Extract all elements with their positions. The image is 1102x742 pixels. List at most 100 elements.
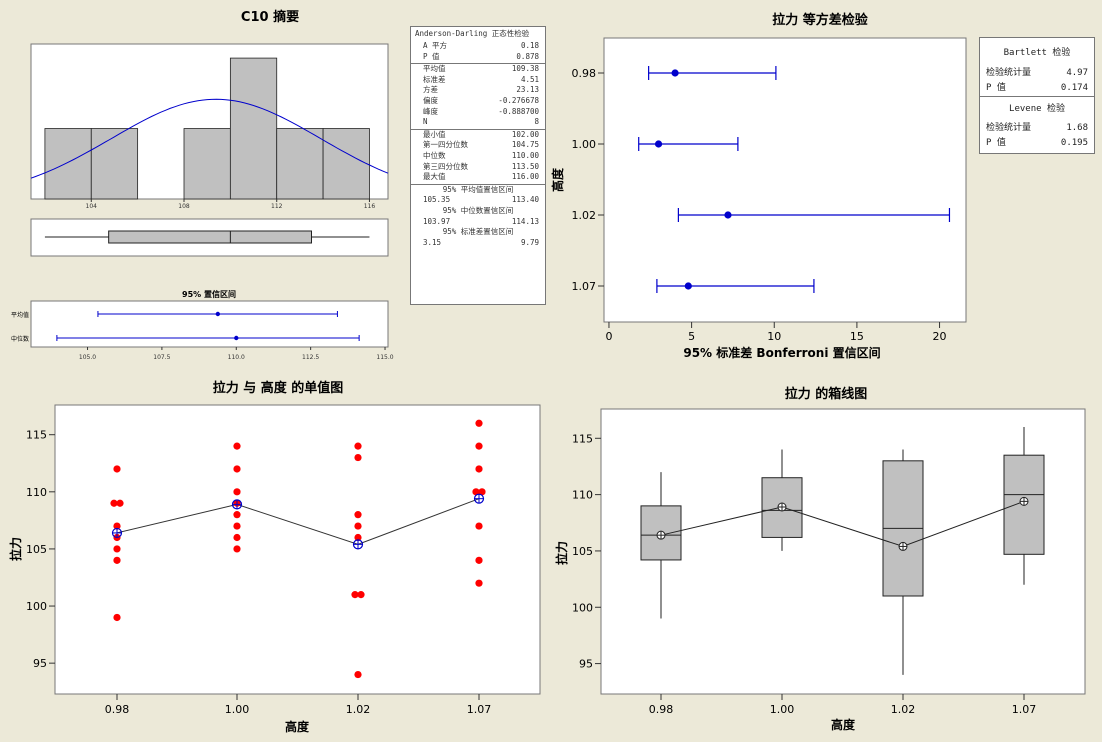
- row-label: 第一四分位数: [423, 140, 468, 150]
- row-value: 116.00: [511, 172, 539, 182]
- row-label: 标准差: [423, 74, 446, 84]
- ci-high: 113.40: [511, 195, 539, 205]
- histogram-bar: [183, 128, 231, 200]
- sd-point: [671, 69, 679, 77]
- ivp-ylabel: 拉力: [8, 537, 23, 561]
- quantile-row: 第三四分位数 113.50: [411, 162, 545, 173]
- sd-ytick-label: 1.00: [572, 138, 597, 151]
- row-value: 0.174: [1060, 83, 1088, 93]
- row-value: -0.888700: [498, 106, 539, 116]
- ci-high: 114.13: [511, 216, 539, 226]
- quantile-row: 第一四分位数 104.75: [411, 140, 545, 151]
- box-xlabel: 高度: [831, 717, 856, 732]
- histogram-tick-label: 108: [178, 203, 190, 210]
- ivp-data-point: [354, 442, 362, 450]
- sd-ytick-label: 1.02: [572, 209, 597, 222]
- row-label: P 值: [423, 51, 440, 61]
- row-value: 4.51: [520, 74, 539, 84]
- ivp-data-point: [351, 591, 359, 599]
- row-value: 102.00: [511, 129, 539, 139]
- sd-intervals: 0.98 1.00 1.02 1.07 0 5 10 15 20: [572, 66, 951, 343]
- box-xtick-label: 0.98: [649, 703, 674, 716]
- box-ytick-label: 110: [572, 489, 593, 502]
- bartlett-title: Bartlett 检验: [1003, 48, 1071, 58]
- ci-center-point: [234, 335, 239, 341]
- ci-high: 9.79: [520, 237, 539, 247]
- sd-ylabel: 高度: [550, 167, 565, 192]
- ivp-data-point: [354, 533, 362, 542]
- sd-xtick-label: 0: [605, 330, 612, 343]
- row-label: 检验统计量: [986, 68, 1032, 78]
- row-value: 4.97: [1066, 68, 1088, 78]
- ivp-ytick-label: 100: [26, 600, 47, 613]
- row-value: 1.68: [1066, 123, 1088, 133]
- stat-row: 平均值 109.38: [411, 63, 545, 75]
- sd-point: [684, 282, 692, 290]
- box-ylabel: 拉力: [554, 541, 569, 565]
- ivp-data-point: [478, 488, 486, 496]
- ivp-xtick-label: 0.98: [105, 703, 130, 716]
- row-label: 中位数: [423, 150, 446, 160]
- sd-xtick-label: 15: [850, 330, 864, 343]
- row-label: 检验统计量: [986, 123, 1032, 133]
- ivp-data-point: [113, 465, 121, 473]
- ci-row: 105.35 113.40: [411, 195, 545, 206]
- row-label: P 值: [986, 138, 1006, 148]
- ivp-xlabel: 高度: [285, 719, 310, 734]
- quantile-row: 最大值 116.00: [411, 172, 545, 183]
- quantile-row: 中位数 110.00: [411, 151, 545, 162]
- ivp-data-point: [233, 511, 241, 519]
- ivp-frame: [54, 404, 541, 695]
- ivp-data-point: [475, 556, 483, 564]
- ivp-data-point: [233, 442, 241, 450]
- ivp-data-point: [475, 465, 483, 473]
- row-label: P 值: [986, 83, 1006, 93]
- ci-low: 3.15: [423, 237, 442, 247]
- ivp-xtick-label: 1.00: [225, 703, 250, 716]
- ivp-xtick-label: 1.02: [346, 703, 371, 716]
- row-value: 0.878: [516, 51, 539, 61]
- box-xtick-label: 1.00: [770, 703, 795, 716]
- box-marks: 95 100 105 110 115 0.98 1.00 1.02 1.07: [572, 427, 1045, 716]
- ci-heading: 95% 标准差置信区间: [411, 227, 545, 238]
- sd-xlabel: 95% 标准差 Bonferroni 置信区间: [683, 345, 880, 360]
- ivp-data-point: [475, 579, 483, 587]
- row-value: -0.276678: [498, 95, 539, 105]
- stat-row: 标准差 4.51: [411, 75, 545, 86]
- ci-center-point: [215, 311, 221, 317]
- row-value: 8: [534, 117, 539, 127]
- histogram-bar: [229, 57, 278, 200]
- ivp-xtick-label: 1.07: [467, 703, 492, 716]
- ci-tick-label: 107.5: [153, 354, 170, 361]
- row-value: 110.00: [511, 150, 539, 160]
- ivp-data-point: [354, 511, 362, 519]
- histogram-bar: [44, 128, 92, 200]
- ci-heading-text: 95% 标准差置信区间: [442, 227, 514, 237]
- sd-xtick-label: 10: [767, 330, 781, 343]
- box-xtick-label: 1.07: [1012, 703, 1037, 716]
- box-ytick-label: 105: [572, 545, 593, 558]
- ivp-data-point: [233, 533, 241, 542]
- ivp-data-point: [354, 453, 362, 462]
- box-iqr: [108, 230, 312, 244]
- row-label: 最大值: [423, 172, 446, 182]
- sd-ytick-label: 1.07: [572, 280, 597, 293]
- ivp-data-point: [475, 419, 483, 427]
- ci-label-median: 中位数: [11, 335, 29, 343]
- stat-row: 峰度 -0.888700: [411, 107, 545, 118]
- summary-boxplot: [44, 230, 370, 244]
- sd-xtick-label: 5: [688, 330, 695, 343]
- row-label: N: [423, 117, 428, 127]
- ivp-data-point: [475, 442, 483, 450]
- ivp-data-point: [110, 499, 118, 507]
- ivp-mean-line: [116, 498, 480, 545]
- ci-tick-label: 110.0: [228, 354, 245, 361]
- row-value: 113.50: [511, 161, 539, 171]
- box-title: 拉力 的箱线图: [785, 386, 868, 402]
- ivp-data-point: [113, 556, 121, 564]
- histogram-tick-label: 112: [271, 203, 283, 210]
- box-mean-line: [660, 500, 1025, 547]
- ad-title: Anderson-Darling 正态性检验: [411, 27, 545, 41]
- ivp-data-point: [357, 591, 365, 599]
